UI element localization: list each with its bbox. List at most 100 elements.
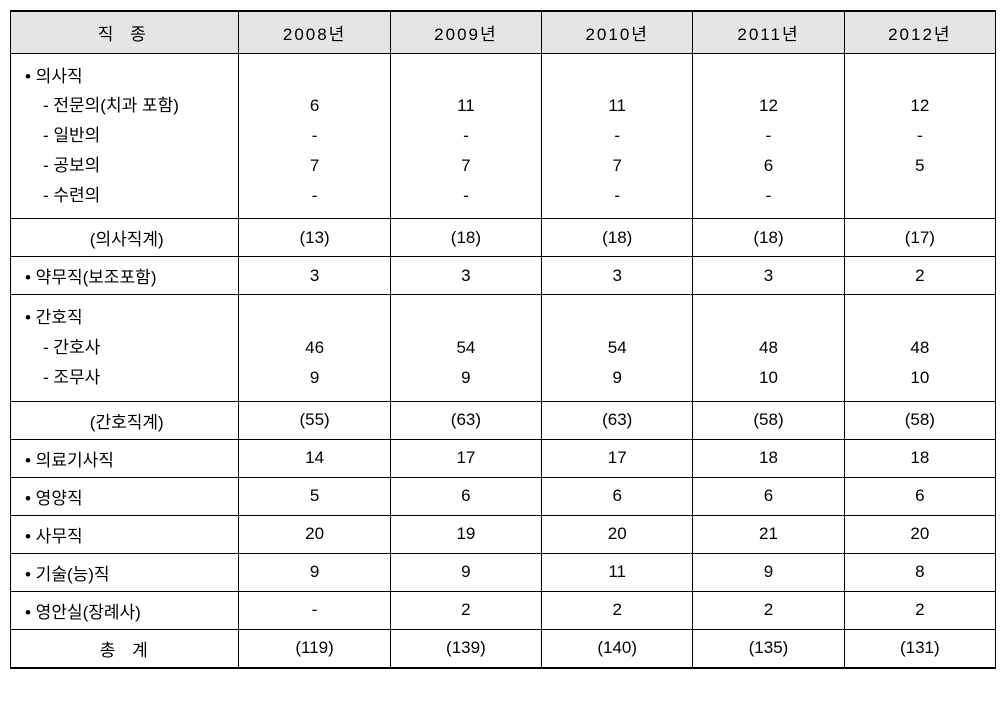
header-category: 직 종	[11, 11, 239, 53]
cell-value: 11	[401, 91, 531, 121]
cell-value: 6	[844, 477, 995, 515]
cell-value: 5	[855, 151, 985, 181]
pharmacy-row: • 약무직(보조포함) 3 3 3 3 2	[11, 257, 996, 295]
nursing-sub2: - 조무사	[25, 363, 228, 393]
doctors-sub2: - 일반의	[25, 121, 228, 151]
cell-value: 54	[401, 333, 531, 363]
cell-value: -	[703, 121, 833, 151]
cell-value: (58)	[693, 401, 844, 439]
cell-value: 21	[693, 515, 844, 553]
cell-value: 20	[542, 515, 693, 553]
cell-value: (55)	[239, 401, 390, 439]
office-row: • 사무직 20 19 20 21 20	[11, 515, 996, 553]
cell-value: (131)	[844, 629, 995, 668]
cell-value: -	[401, 121, 531, 151]
cell-value: 2	[844, 591, 995, 629]
cell-value: -	[401, 181, 531, 211]
nursing-label: • 간호직 - 간호사 - 조무사	[11, 295, 239, 401]
nursing-2009: 54 9	[390, 295, 541, 401]
cell-value: 9	[249, 363, 379, 393]
cell-value: 6	[249, 91, 379, 121]
cell-value: 48	[703, 333, 833, 363]
cell-value: 17	[390, 439, 541, 477]
nursing-row: • 간호직 - 간호사 - 조무사 46 9 54 9 54 9	[11, 295, 996, 401]
doctors-subtotal-label: (의사직계)	[11, 219, 239, 257]
header-2012: 2012년	[844, 11, 995, 53]
cell-value: -	[855, 121, 985, 151]
nursing-subtotal-label: (간호직계)	[11, 401, 239, 439]
cell-value: 20	[239, 515, 390, 553]
medtech-label: • 의료기사직	[11, 439, 239, 477]
cell-value: (119)	[239, 629, 390, 668]
cell-value: 3	[693, 257, 844, 295]
cell-value: (63)	[390, 401, 541, 439]
cell-value: (13)	[239, 219, 390, 257]
total-label: 총 계	[11, 629, 239, 668]
nursing-2010: 54 9	[542, 295, 693, 401]
cell-value: 9	[390, 553, 541, 591]
doctors-2010: 11 - 7 -	[542, 53, 693, 219]
nursing-2008: 46 9	[239, 295, 390, 401]
cell-value: 19	[390, 515, 541, 553]
cell-value: 5	[239, 477, 390, 515]
cell-value: 3	[542, 257, 693, 295]
cell-value: (18)	[693, 219, 844, 257]
cell-value: 2	[542, 591, 693, 629]
cell-value: 11	[552, 91, 682, 121]
cell-value: 20	[844, 515, 995, 553]
doctors-2008: 6 - 7 -	[239, 53, 390, 219]
medtech-row: • 의료기사직 14 17 17 18 18	[11, 439, 996, 477]
cell-value: 17	[542, 439, 693, 477]
doctors-label: • 의사직 - 전문의(치과 포함) - 일반의 - 공보의 - 수련의	[11, 53, 239, 219]
cell-value: 7	[249, 151, 379, 181]
cell-value: 54	[552, 333, 682, 363]
technical-row: • 기술(능)직 9 9 11 9 8	[11, 553, 996, 591]
cell-value: 9	[401, 363, 531, 393]
cell-value: 9	[552, 363, 682, 393]
nursing-sub1: - 간호사	[25, 333, 228, 363]
cell-value: -	[552, 121, 682, 151]
header-row: 직 종 2008년 2009년 2010년 2011년 2012년	[11, 11, 996, 53]
cell-value: 9	[239, 553, 390, 591]
doctors-subtotal-row: (의사직계) (13) (18) (18) (18) (17)	[11, 219, 996, 257]
total-row: 총 계 (119) (139) (140) (135) (131)	[11, 629, 996, 668]
cell-value: -	[249, 121, 379, 151]
nutrition-label: • 영양직	[11, 477, 239, 515]
doctors-2009: 11 - 7 -	[390, 53, 541, 219]
cell-value: (140)	[542, 629, 693, 668]
nutrition-row: • 영양직 5 6 6 6 6	[11, 477, 996, 515]
pharmacy-label: • 약무직(보조포함)	[11, 257, 239, 295]
doctors-2011: 12 - 6 -	[693, 53, 844, 219]
cell-value: 14	[239, 439, 390, 477]
cell-value: -	[703, 181, 833, 211]
doctors-2012: 12 - 5	[844, 53, 995, 219]
cell-value: 2	[844, 257, 995, 295]
cell-value: 3	[239, 257, 390, 295]
nursing-2011: 48 10	[693, 295, 844, 401]
nursing-2012: 48 10	[844, 295, 995, 401]
cell-value: 7	[401, 151, 531, 181]
cell-value: 18	[844, 439, 995, 477]
cell-value: (139)	[390, 629, 541, 668]
doctors-title: • 의사직	[25, 62, 228, 92]
cell-value: -	[239, 591, 390, 629]
cell-value: 11	[542, 553, 693, 591]
cell-value: 6	[390, 477, 541, 515]
cell-value: 18	[693, 439, 844, 477]
cell-value: 7	[552, 151, 682, 181]
cell-value: 2	[390, 591, 541, 629]
cell-value: 6	[542, 477, 693, 515]
cell-value: 48	[855, 333, 985, 363]
cell-value: 46	[249, 333, 379, 363]
header-2010: 2010년	[542, 11, 693, 53]
cell-value: (63)	[542, 401, 693, 439]
office-label: • 사무직	[11, 515, 239, 553]
doctors-sub1: - 전문의(치과 포함)	[25, 91, 228, 121]
cell-value: -	[552, 181, 682, 211]
cell-value: 8	[844, 553, 995, 591]
cell-value: (18)	[390, 219, 541, 257]
cell-value: 9	[693, 553, 844, 591]
cell-value: 3	[390, 257, 541, 295]
doctors-row: • 의사직 - 전문의(치과 포함) - 일반의 - 공보의 - 수련의 6 -…	[11, 53, 996, 219]
cell-value: (17)	[844, 219, 995, 257]
